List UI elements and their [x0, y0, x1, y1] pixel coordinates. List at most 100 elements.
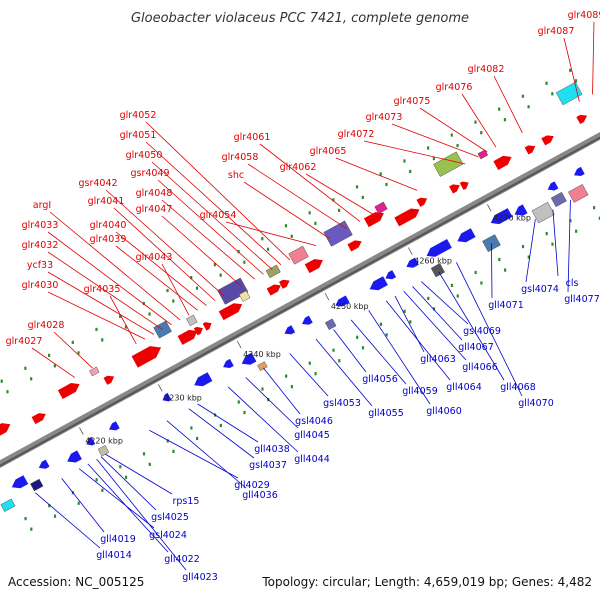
gene-label-top: glr4082	[468, 64, 505, 75]
gene-label-bottom: gll4077	[564, 294, 600, 305]
track-dot	[30, 527, 33, 531]
gene-label-bottom: gll4066	[462, 362, 498, 373]
reverse-gene	[194, 372, 213, 387]
track-dot	[124, 325, 128, 329]
track-dot	[261, 387, 264, 391]
gene-label-bottom: gll4014	[96, 550, 132, 561]
reverse-gene	[284, 325, 296, 335]
track-dot	[332, 198, 335, 202]
bottom-leader-line	[78, 468, 155, 529]
track-dot	[219, 423, 222, 428]
scale-tick	[324, 292, 330, 301]
gene-label-top: glr4076	[436, 82, 473, 93]
bottom-leader-line	[263, 367, 301, 415]
top-leader-line	[461, 93, 497, 148]
scale-tick-label: 4250 kbp	[331, 302, 369, 311]
gene-label-bottom: gll4070	[518, 398, 554, 409]
reverse-gene	[490, 208, 513, 225]
top-leader-line	[109, 295, 137, 345]
outer-tracks	[0, 68, 600, 531]
forward-gene	[266, 284, 281, 296]
gene-label-top: glr4054	[200, 210, 237, 221]
bottom-leader-line	[350, 319, 407, 385]
top-leader-line	[157, 179, 264, 275]
scale-tick	[79, 427, 84, 435]
reverse-gene	[369, 276, 388, 291]
bottom-leader-line	[105, 453, 173, 495]
track-dot	[308, 211, 311, 215]
gene-label-top: glr4050	[126, 150, 163, 161]
reverse-gene	[11, 475, 29, 489]
gene-label-bottom: rps15	[173, 496, 200, 507]
gene-label-top: glr4089	[568, 10, 600, 21]
bottom-leader-line	[315, 338, 373, 407]
forward-gene	[103, 375, 115, 385]
track-dot	[77, 501, 80, 505]
gene-label-bottom: gsl4074	[521, 284, 559, 295]
track-dot	[95, 478, 98, 482]
gene-features	[0, 81, 589, 512]
forward-gene	[416, 197, 428, 207]
gene-label-bottom: gll4068	[500, 382, 536, 393]
backbone-line	[0, 131, 600, 469]
gene-label-bottom: gsl4025	[151, 512, 189, 523]
reverse-gene	[217, 277, 249, 305]
track-dot	[527, 105, 530, 109]
gene-label-top: glr4048	[136, 188, 173, 199]
track-dot	[503, 118, 507, 122]
gene-label-top: glr4041	[88, 196, 125, 207]
track-dot	[551, 242, 554, 246]
track-dot	[142, 452, 146, 456]
bottom-leader-line	[61, 478, 105, 533]
scale-tick	[158, 384, 163, 392]
forward-gene	[131, 346, 162, 368]
forward-gene	[202, 322, 212, 331]
track-dot	[101, 488, 104, 492]
bottom-leader-line	[412, 286, 463, 341]
label-leaders	[31, 21, 595, 571]
gene-label-bottom: gll4022	[164, 554, 200, 565]
top-leader-line	[47, 251, 163, 330]
scale-tick-label: 4240 kbp	[243, 350, 281, 359]
scale-tick-label: 4260 kbp	[414, 257, 452, 266]
top-leader-line	[592, 21, 595, 95]
gene-label-bottom: cls	[566, 278, 579, 289]
top-leader-line	[363, 140, 466, 165]
reverse-gene	[97, 445, 110, 457]
bottom-leader-line	[421, 281, 469, 325]
top-leader-line	[305, 173, 374, 215]
forward-gene	[193, 326, 203, 336]
track-dot	[355, 185, 359, 189]
gene-label-bottom: gsl4037	[249, 460, 287, 471]
gene-label-top: glr4027	[6, 336, 43, 347]
gene-label-bottom: gll4023	[182, 572, 218, 583]
gene-label-top: glr4033	[22, 220, 59, 231]
reverse-gene	[555, 81, 583, 106]
track-dot	[148, 462, 151, 466]
track-dot	[6, 390, 9, 394]
gene-label-top: shc	[228, 170, 244, 181]
scale-tick	[408, 247, 413, 255]
forward-gene	[218, 303, 243, 321]
track-dot	[545, 81, 548, 85]
track-dot	[95, 327, 98, 332]
bottom-leader-line	[87, 463, 169, 553]
reverse-gene	[550, 191, 567, 208]
reverse-gene	[241, 352, 257, 365]
reverse-gene	[514, 204, 528, 216]
track-dot	[385, 333, 388, 337]
track-dot	[101, 338, 104, 342]
track-dot	[427, 296, 430, 300]
track-dot	[308, 361, 311, 365]
top-leader-line	[259, 143, 361, 222]
track-dot	[338, 208, 341, 212]
gene-label-bottom: gsl4024	[149, 530, 187, 541]
track-dot	[521, 94, 524, 98]
gene-label-top: glr4087	[538, 26, 575, 37]
track-dot	[379, 172, 382, 176]
track-dot	[409, 320, 412, 324]
gene-label-bottom: gll4055	[368, 408, 404, 419]
gene-label-bottom: gll4038	[254, 444, 290, 455]
gene-label-bottom: gsl4069	[463, 326, 501, 337]
